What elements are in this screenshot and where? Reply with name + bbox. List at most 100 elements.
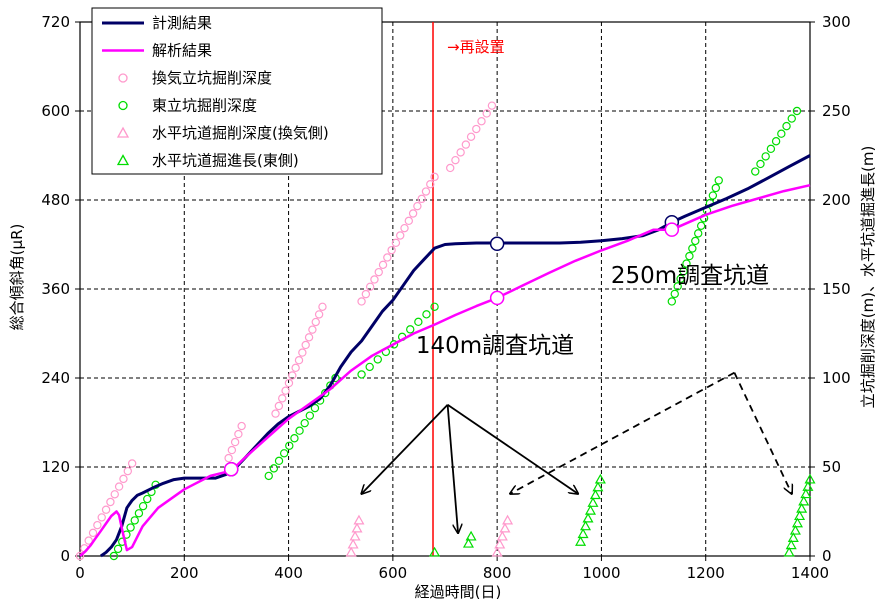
- scatter-point: [106, 497, 115, 507]
- scatter-point: [714, 176, 723, 185]
- scatter-point: [97, 513, 106, 522]
- scatter-point: [295, 426, 304, 435]
- y2-tick-label: 250: [822, 102, 851, 120]
- scatter-point: [234, 429, 243, 439]
- scatter-point: [374, 267, 383, 277]
- scatter-point: [696, 221, 706, 231]
- legend-label: 水平坑道掘進長(東側): [152, 152, 299, 170]
- annotation-arrow: [362, 404, 449, 494]
- y2-tick-label: 100: [822, 369, 851, 387]
- y-tick-label: 600: [41, 102, 70, 120]
- scatter-point: [792, 106, 802, 116]
- scatter-point: [691, 236, 700, 246]
- legend-marker: [118, 100, 128, 111]
- scatter-point: [711, 183, 721, 193]
- scatter-point: [281, 386, 290, 395]
- scatter-triangle: [584, 504, 597, 515]
- scatter-point: [487, 101, 497, 110]
- scatter-point: [143, 494, 152, 504]
- scatter-point: [298, 348, 307, 357]
- scatter-point: [708, 191, 718, 200]
- y2-tick-label: 300: [822, 13, 851, 31]
- scatter-point: [88, 528, 98, 538]
- scatter-triangle: [589, 489, 601, 500]
- legend-label: 換気立坑掘削深度: [152, 69, 272, 87]
- scatter-point: [756, 159, 765, 169]
- x-tick-label: 600: [379, 564, 408, 582]
- scatter-triangle: [794, 510, 806, 521]
- scatter-point: [477, 117, 486, 126]
- scatter-triangle: [587, 497, 599, 507]
- scatter-point: [751, 167, 760, 176]
- series-marker: [664, 222, 680, 237]
- scatter-point: [269, 464, 279, 473]
- scatter-point: [421, 187, 431, 196]
- scatter-point: [321, 388, 330, 398]
- scatter-point: [414, 317, 423, 327]
- y-tick-label: 240: [41, 369, 70, 387]
- scatter-point: [387, 245, 396, 255]
- scatter-triangle: [465, 530, 477, 541]
- scatter-point: [134, 509, 144, 518]
- scatter-point: [679, 267, 688, 276]
- scatter-point: [383, 253, 392, 262]
- scatter-point: [119, 474, 128, 484]
- scatter-point: [230, 437, 240, 447]
- scatter-point: [109, 551, 119, 561]
- y-tick-label: 480: [41, 191, 70, 209]
- y-axis-label: 総合傾斜角(μR): [8, 224, 26, 331]
- annotation-arrow: [510, 371, 735, 494]
- x-tick-label: 1400: [791, 564, 829, 582]
- scatter-triangle: [785, 539, 797, 550]
- scatter-point: [378, 260, 388, 270]
- scatter-point: [694, 229, 703, 238]
- legend-marker: [116, 154, 130, 166]
- scatter-point: [301, 340, 310, 350]
- scatter-point: [314, 310, 324, 319]
- scatter-point: [305, 411, 315, 420]
- scatter-point: [284, 378, 294, 388]
- scatter-triangle: [579, 520, 592, 531]
- x-tick-label: 800: [483, 564, 512, 582]
- y-tick-label: 0: [60, 547, 70, 565]
- legend-box: [91, 7, 383, 175]
- scatter-point: [417, 194, 426, 204]
- series-marker: [489, 290, 505, 306]
- scatter-point: [101, 505, 111, 514]
- y-tick-label: 360: [41, 280, 70, 298]
- annotation-layer: →再設置 140m調査坑道 250m調査坑道: [362, 38, 792, 533]
- scatter-point: [123, 466, 132, 476]
- y2-tick-label: 50: [822, 458, 841, 476]
- scatter-triangle: [351, 522, 363, 533]
- scatter-triangle: [577, 528, 589, 539]
- scatter-triangle: [592, 481, 604, 492]
- scatter-triangle: [791, 517, 804, 528]
- scatter-point: [396, 231, 405, 240]
- scatter-triangle: [594, 473, 606, 484]
- scatter-triangle: [345, 546, 357, 557]
- y-tick-label: 720: [41, 13, 70, 31]
- scatter-point: [430, 302, 439, 311]
- scatter-point: [357, 370, 366, 379]
- scatter-point: [688, 244, 697, 253]
- scatter-triangle: [800, 488, 812, 499]
- scatter-point: [110, 490, 119, 499]
- scatter-point: [285, 441, 294, 450]
- series-layer: [75, 22, 816, 561]
- scatter-point: [370, 275, 379, 284]
- scatter-point: [84, 536, 93, 545]
- scatter-point: [291, 363, 300, 373]
- scatter-point: [294, 356, 304, 365]
- scatter-triangle: [575, 536, 587, 546]
- scatter-point: [304, 333, 314, 342]
- scatter-point: [274, 456, 284, 466]
- scatter-point: [311, 317, 320, 327]
- scatter-triangle: [789, 524, 801, 535]
- legend-label: 東立坑掘削深度: [152, 97, 257, 115]
- y2-tick-label: 150: [822, 280, 851, 298]
- scatter-point: [318, 302, 327, 311]
- scatter-point: [357, 297, 366, 306]
- reinstall-label: →再設置: [447, 38, 505, 56]
- scatter-point: [472, 124, 481, 134]
- scatter-point: [227, 445, 237, 455]
